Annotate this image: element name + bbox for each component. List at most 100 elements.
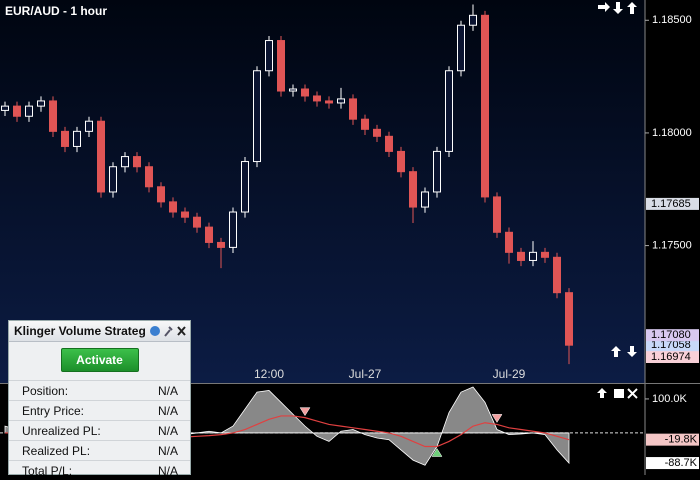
panel-icons xyxy=(150,326,186,337)
value-marker xyxy=(646,433,699,446)
candle-body xyxy=(421,191,429,208)
candle-body xyxy=(73,130,81,147)
value-marker-label: -19.8K xyxy=(665,434,698,446)
panel-row: Total P/L: N/A xyxy=(9,460,190,480)
value-marker-label: -88.7K xyxy=(665,457,698,469)
candle-body xyxy=(265,40,273,72)
price-marker-label: 1.17058 xyxy=(651,339,691,351)
candle-body xyxy=(169,201,177,213)
x-tick-label: 12:00 xyxy=(254,367,284,381)
candle-body xyxy=(361,118,369,130)
candle-body xyxy=(277,40,285,92)
price-marker xyxy=(646,351,699,363)
row-value: N/A xyxy=(157,423,178,438)
panel-row: Unrealized PL: N/A xyxy=(9,420,190,440)
candle-body xyxy=(553,256,561,294)
candle-body xyxy=(541,251,549,258)
candle-body xyxy=(241,161,249,213)
activate-button[interactable]: Activate xyxy=(60,348,139,372)
price-axis xyxy=(645,0,700,383)
candle-body xyxy=(457,24,465,72)
row-value: N/A xyxy=(157,403,178,418)
candle-body xyxy=(85,120,93,132)
candle-body xyxy=(205,226,213,243)
candle-body xyxy=(301,88,309,97)
row-value: N/A xyxy=(157,463,178,478)
icon[interactable] xyxy=(598,2,610,12)
candle-body xyxy=(469,14,477,26)
candle-body xyxy=(1,105,9,111)
sell-signal xyxy=(299,407,311,417)
candle-body xyxy=(529,251,537,261)
candle-body xyxy=(229,211,237,248)
panel-row: Entry Price: N/A xyxy=(9,400,190,420)
candle-body xyxy=(157,186,165,203)
settings-icon[interactable] xyxy=(164,326,173,337)
icon[interactable] xyxy=(611,346,621,357)
candle-body xyxy=(505,231,513,253)
candle-body xyxy=(181,211,189,218)
price-marker xyxy=(646,329,699,342)
value-marker xyxy=(646,457,699,470)
close-icon[interactable] xyxy=(177,326,186,336)
row-label: Position: xyxy=(22,383,69,398)
candle-body xyxy=(517,251,525,261)
candle-body xyxy=(325,100,333,104)
candle-body xyxy=(13,105,21,117)
y-tick-label: 1.18000 xyxy=(652,127,692,139)
help-icon[interactable] xyxy=(150,326,160,336)
candle-body xyxy=(61,130,69,147)
candle-body xyxy=(565,292,573,346)
x-tick-label: Jul-27 xyxy=(349,367,382,381)
icon[interactable] xyxy=(627,388,638,399)
chart-title: EUR/AUD - 1 hour xyxy=(5,4,107,18)
y-tick-label: 100.0K xyxy=(652,393,688,405)
x-tick-label: Jul-29 xyxy=(493,367,526,381)
pane-icons xyxy=(597,2,638,399)
candle-body xyxy=(493,196,501,233)
icon[interactable] xyxy=(627,2,637,14)
candle-body xyxy=(349,98,357,120)
y-tick-label: 1.18500 xyxy=(652,14,692,26)
candle-body xyxy=(445,70,453,152)
row-value: N/A xyxy=(157,383,178,398)
candle-body xyxy=(49,100,57,132)
panel-rows: Position: N/A Entry Price: N/A Unrealized PL… xyxy=(9,380,190,480)
icon[interactable] xyxy=(613,2,623,14)
row-label: Unrealized PL: xyxy=(22,423,101,438)
row-value: N/A xyxy=(157,443,178,458)
candle-body xyxy=(253,70,261,163)
strategy-panel: Klinger Volume Strateg Activate Position… xyxy=(8,320,191,478)
candle-body xyxy=(109,166,117,193)
row-label: Entry Price: xyxy=(22,403,85,418)
candle-body xyxy=(133,156,141,168)
sell-signal xyxy=(491,414,503,423)
candle-body xyxy=(385,135,393,152)
icon[interactable] xyxy=(627,346,637,357)
candle-body xyxy=(313,95,321,102)
panel-row: Position: N/A xyxy=(9,380,190,400)
candle-body xyxy=(337,98,345,104)
panel-title-bar: Klinger Volume Strateg xyxy=(9,321,190,342)
price-marker xyxy=(646,339,699,352)
price-marker-label: 1.17080 xyxy=(651,329,691,341)
buy-signal xyxy=(431,448,443,457)
panel-row: Realized PL: N/A xyxy=(9,440,190,460)
icon[interactable] xyxy=(614,389,624,398)
row-label: Total P/L: xyxy=(22,463,73,478)
candle-body xyxy=(217,241,225,248)
candle-body xyxy=(289,88,297,92)
candle-body xyxy=(97,120,105,193)
price-marker-label: 1.17685 xyxy=(651,198,691,210)
y-tick-label: 1.17500 xyxy=(652,239,692,251)
candle-body xyxy=(373,128,381,137)
candle-body xyxy=(397,150,405,173)
candle-body xyxy=(121,156,129,168)
price-pane xyxy=(0,0,645,383)
price-marker-label: 1.16974 xyxy=(651,351,691,363)
icon[interactable] xyxy=(597,388,607,398)
candle-body xyxy=(37,100,45,107)
price-marker xyxy=(646,197,699,210)
